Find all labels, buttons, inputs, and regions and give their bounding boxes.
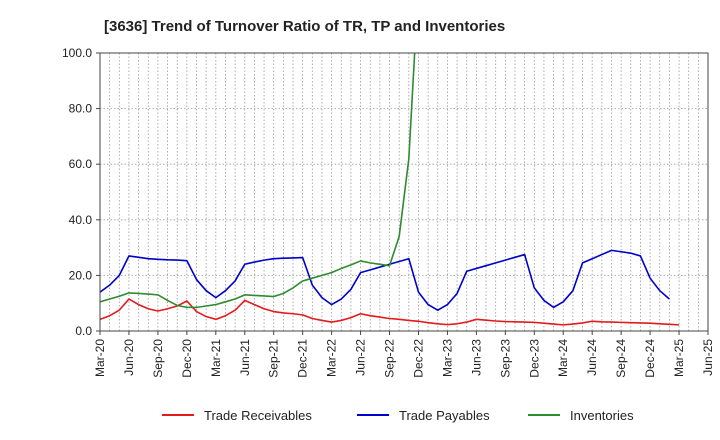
y-tick-label: 100.0 [62, 46, 92, 60]
x-tick-label: Jun-23 [469, 339, 483, 376]
x-tick-label: Jun-20 [122, 339, 136, 376]
y-tick-label: 20.0 [69, 268, 93, 282]
x-tick-label: Dec-22 [411, 339, 425, 378]
x-tick-label: Mar-20 [93, 339, 107, 377]
x-tick-label: Mar-24 [556, 339, 570, 377]
y-tick-label: 0.0 [75, 324, 92, 338]
y-axis: 0.0 20.0 40.0 60.0 80.0 100.0 [62, 46, 100, 338]
x-tick-label: Jun-22 [354, 339, 368, 376]
x-tick-label: Mar-25 [672, 339, 686, 377]
y-tick-label: 60.0 [69, 157, 93, 171]
y-tick-label: 80.0 [69, 102, 93, 116]
x-tick-label: Mar-23 [440, 339, 454, 377]
legend-label: Trade Payables [399, 408, 490, 423]
plot-frame [99, 52, 709, 332]
x-tick-label: Dec-20 [180, 339, 194, 378]
x-tick-label: Mar-21 [209, 339, 223, 377]
x-tick-label: Jun-25 [701, 339, 715, 376]
series-line-trade-receivables [100, 298, 680, 326]
x-tick-label: Sep-21 [267, 339, 281, 378]
x-tick-label: Sep-22 [383, 339, 397, 378]
legend-label: Inventories [570, 408, 634, 423]
x-tick-label: Mar-22 [325, 339, 339, 377]
x-tick-label: Jun-21 [238, 339, 252, 376]
x-tick-label: Sep-23 [498, 339, 512, 378]
x-tick-label: Sep-20 [151, 339, 165, 378]
legend: Trade Receivables Trade Payables Inventori… [162, 408, 634, 423]
grid-lines [99, 52, 709, 332]
series-lines [100, 53, 680, 326]
x-tick-label: Dec-24 [643, 339, 657, 378]
x-tick-label: Jun-24 [585, 339, 599, 376]
x-axis: Mar-20 Jun-20 Sep-20 Dec-20 Mar-21 Jun-21 Sep-… [93, 331, 715, 378]
chart-title: [3636] Trend of Turnover Ratio of TR, TP… [104, 18, 505, 35]
x-tick-label: Dec-23 [527, 339, 541, 378]
series-line-inventories [100, 53, 416, 309]
y-tick-label: 40.0 [69, 213, 93, 227]
legend-label: Trade Receivables [204, 408, 312, 423]
x-tick-label: Sep-24 [614, 339, 628, 378]
x-tick-label: Dec-21 [296, 339, 310, 378]
